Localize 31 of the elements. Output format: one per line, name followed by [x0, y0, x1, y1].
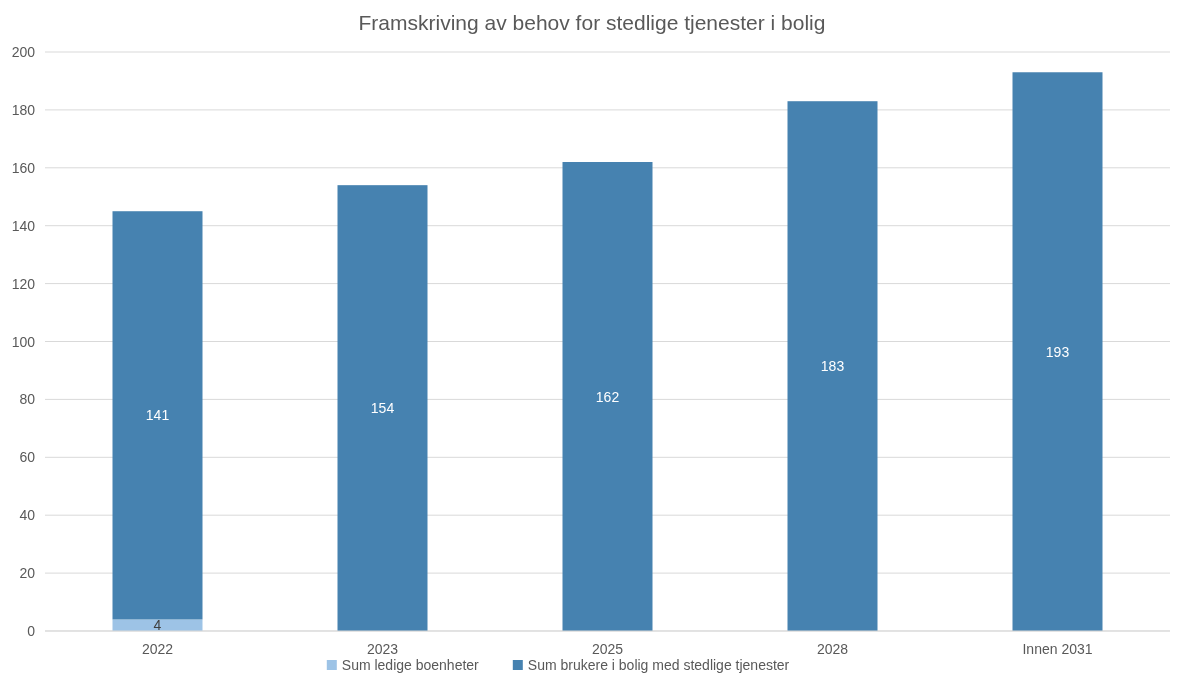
data-label: 193: [1045, 343, 1070, 360]
bar: [112, 619, 203, 631]
y-tick-label: 80: [19, 391, 36, 408]
bar: [562, 162, 653, 631]
y-tick-label: 100: [11, 333, 36, 350]
y-tick-label: 0: [27, 623, 36, 639]
data-label: 183: [820, 358, 845, 375]
bar: [337, 185, 428, 631]
y-tick-label: 200: [11, 44, 36, 60]
x-tick-label: 2022: [141, 641, 174, 657]
data-label: 154: [370, 400, 395, 417]
y-tick-label: 140: [11, 217, 36, 234]
y-tick-label: 160: [11, 159, 36, 176]
bar: [1012, 72, 1103, 631]
chart-title: Framskriving av behov for stedlige tjenester i bolig: [358, 11, 826, 34]
bar: [112, 211, 203, 620]
data-label: 141: [145, 407, 170, 424]
data-label: 162: [595, 388, 620, 405]
legend-label: Sum ledige boenheter: [341, 657, 480, 673]
x-tick-label: 2023: [366, 641, 399, 657]
y-tick-label: 120: [11, 275, 36, 292]
y-tick-label: 40: [19, 507, 36, 524]
x-tick-label: Innen 2031: [1022, 641, 1093, 657]
y-tick-label: 60: [19, 449, 36, 466]
bar: [787, 101, 878, 631]
legend-label: Sum brukere i bolig med stedlige tjenester: [527, 657, 790, 673]
data-label: 4: [153, 617, 162, 634]
x-tick-label: 2028: [816, 641, 849, 657]
x-tick-label: 2025: [591, 641, 624, 657]
y-tick-label: 180: [11, 101, 36, 118]
y-tick-label: 20: [19, 565, 36, 582]
